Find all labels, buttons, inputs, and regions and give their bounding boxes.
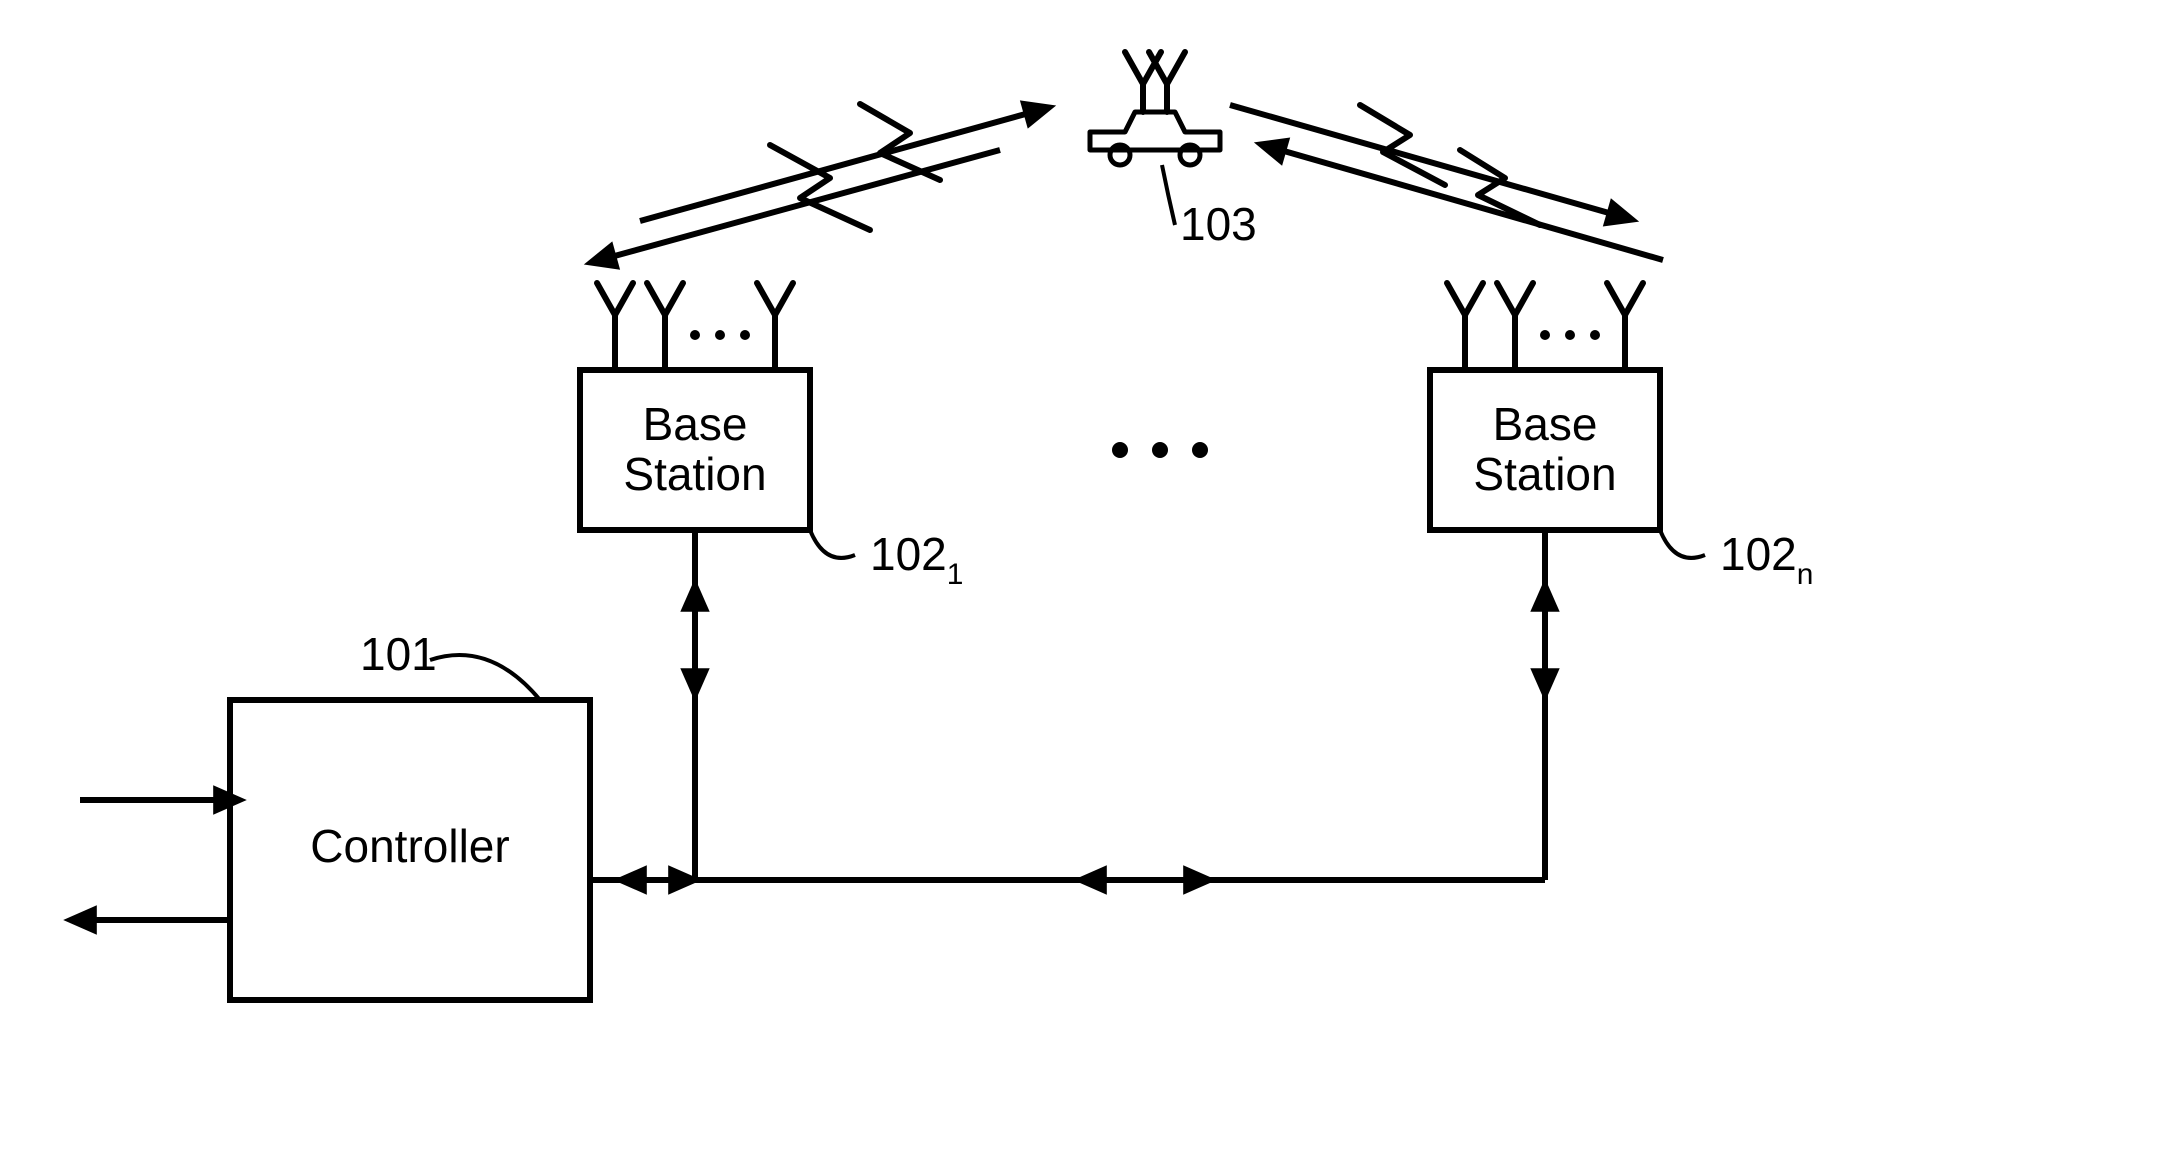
- bs-ellipsis-dot: [1112, 442, 1128, 458]
- vehicle-ref-leader: [1162, 165, 1175, 225]
- antenna-arm: [1125, 52, 1143, 84]
- base-station-label-1: Base: [1493, 398, 1598, 450]
- antenna-arm: [615, 283, 633, 315]
- controller-ref-leader: [430, 655, 540, 700]
- antenna-ellipsis-dot: [740, 330, 750, 340]
- antenna-arm: [1167, 52, 1185, 84]
- wireless-arrow: [640, 110, 1040, 221]
- controller-ref-label: 101: [360, 628, 437, 680]
- bs-ellipsis-dot: [1152, 442, 1168, 458]
- base-station-ref-label: 1021: [870, 528, 963, 591]
- wireless-arrow: [1270, 147, 1663, 260]
- antenna-arm: [597, 283, 615, 315]
- antenna-arm: [1607, 283, 1625, 315]
- bs-ellipsis-dot: [1192, 442, 1208, 458]
- antenna-arm: [1515, 283, 1533, 315]
- antenna-ellipsis-dot: [715, 330, 725, 340]
- antenna-arm: [1447, 283, 1465, 315]
- antenna-ellipsis-dot: [1540, 330, 1550, 340]
- base-station-label-2: Station: [623, 448, 766, 500]
- antenna-arm: [665, 283, 683, 315]
- wireless-arrow: [1230, 105, 1623, 217]
- wireless-arrow: [600, 150, 1000, 260]
- antenna-arm: [757, 283, 775, 315]
- antenna-arm: [1497, 283, 1515, 315]
- vehicle-ref-label: 103: [1180, 198, 1257, 250]
- antenna-arm: [775, 283, 793, 315]
- antenna-arm: [647, 283, 665, 315]
- base-station-label-2: Station: [1473, 448, 1616, 500]
- antenna-arm: [1625, 283, 1643, 315]
- antenna-ellipsis-dot: [1565, 330, 1575, 340]
- antenna-ellipsis-dot: [690, 330, 700, 340]
- base-station-ref-leader: [810, 530, 855, 558]
- vehicle-body: [1090, 112, 1220, 150]
- base-station-ref-leader: [1660, 530, 1705, 558]
- antenna-ellipsis-dot: [1590, 330, 1600, 340]
- controller-label: Controller: [310, 820, 509, 872]
- antenna-arm: [1465, 283, 1483, 315]
- base-station-label-1: Base: [643, 398, 748, 450]
- base-station-ref-label: 102n: [1720, 528, 1813, 591]
